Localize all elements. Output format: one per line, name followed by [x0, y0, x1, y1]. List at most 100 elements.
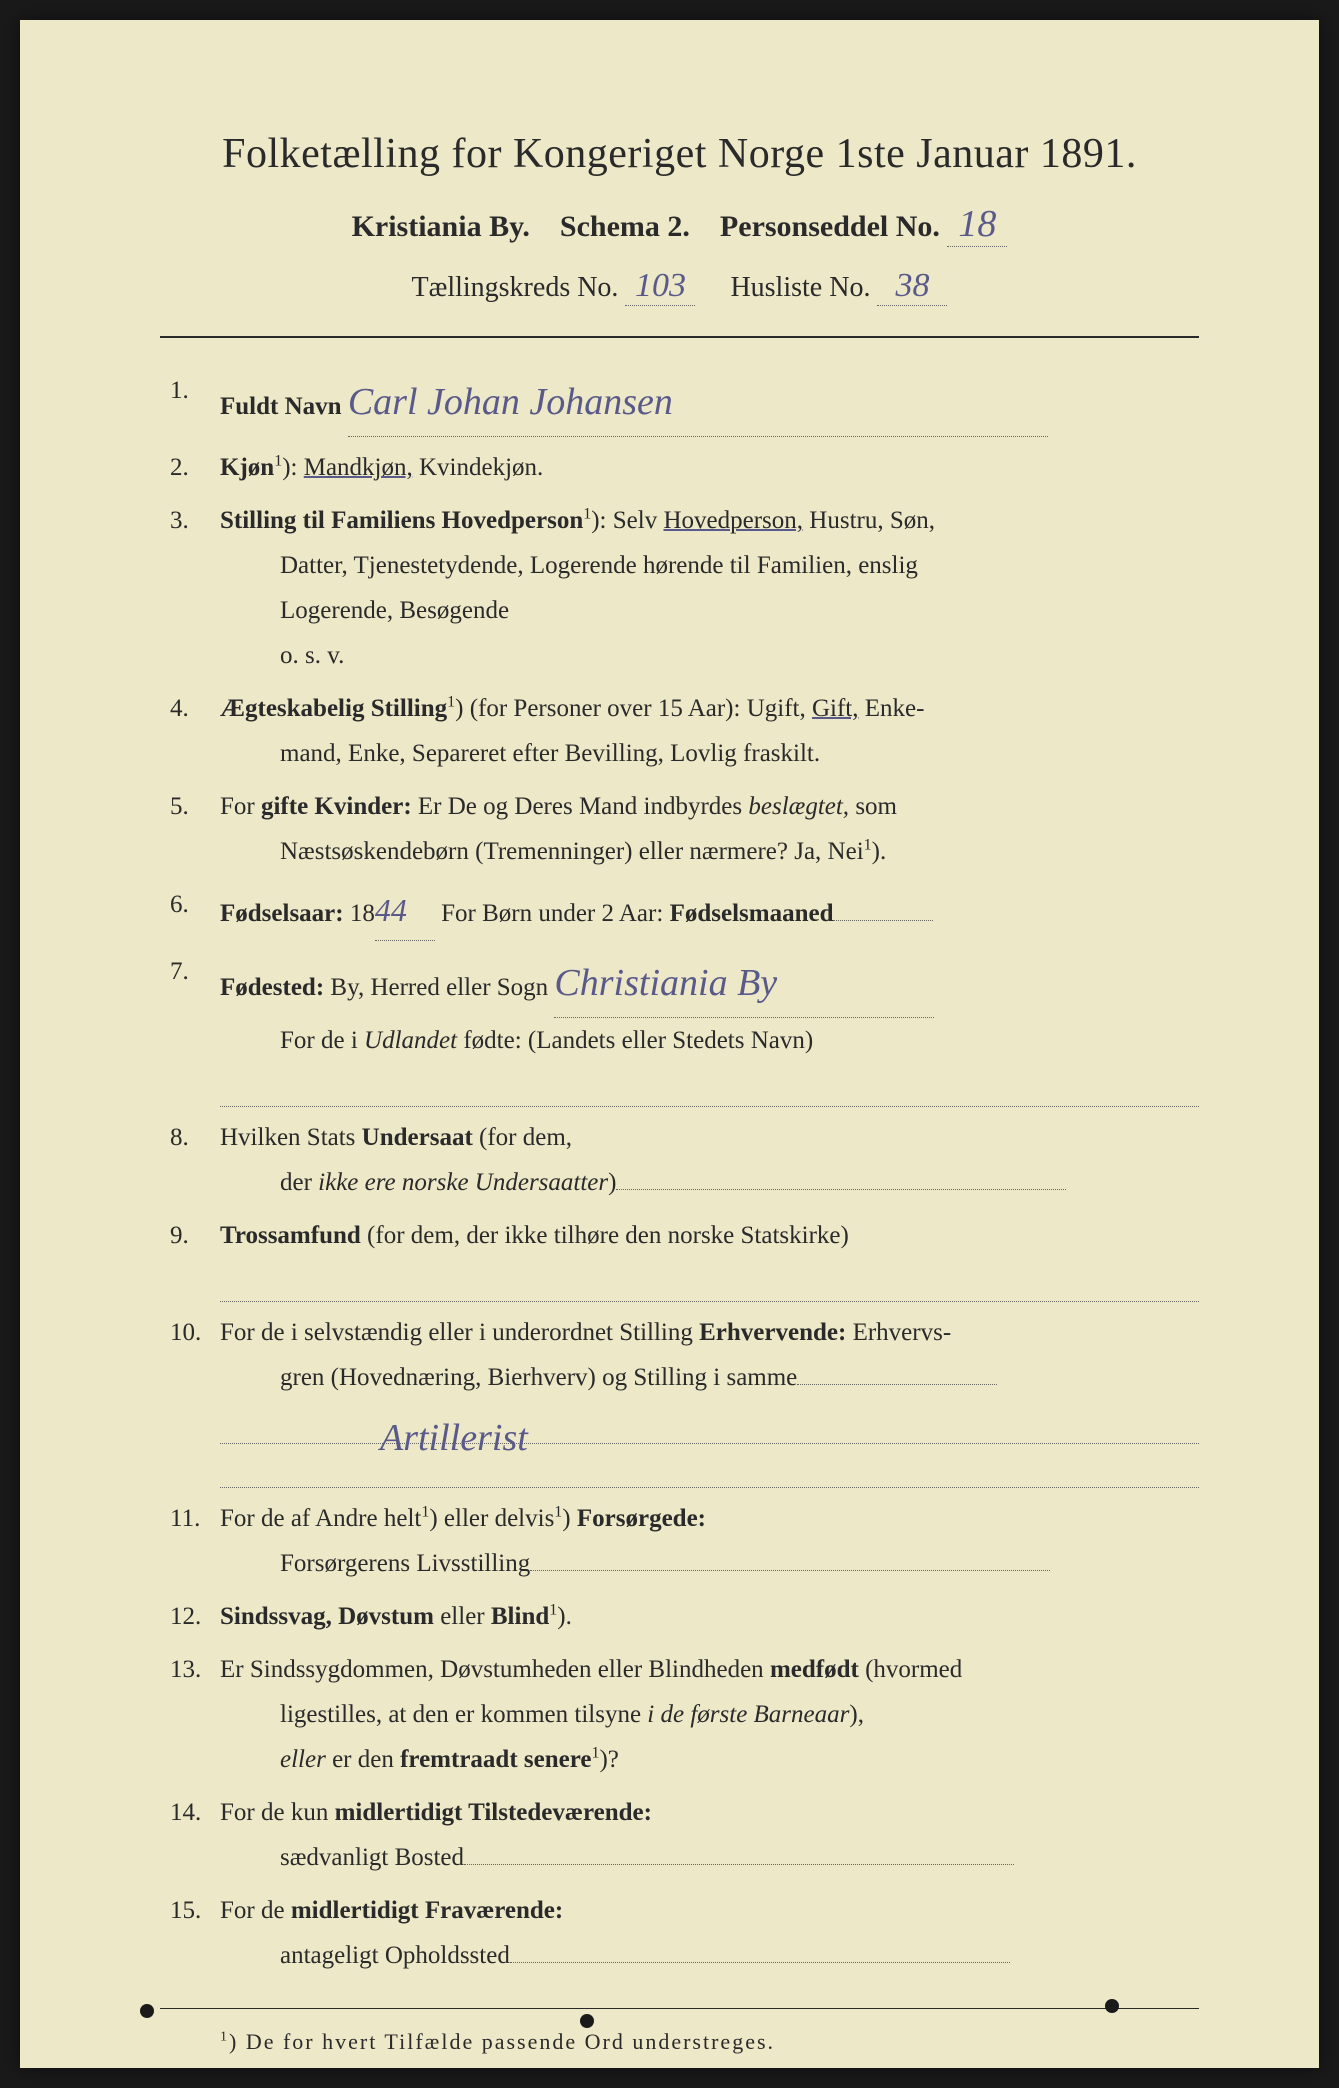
field-3-label: Stilling til Familiens Hovedperson [220, 507, 583, 534]
census-form-page: Folketælling for Kongeriget Norge 1ste J… [20, 20, 1319, 2068]
field-4-sup: 1 [447, 694, 455, 711]
field-13-l2a: ligestilles, at den er kommen tilsyne [280, 1701, 647, 1728]
ink-spot [140, 2004, 154, 2018]
field-13-num: 13. [170, 1647, 220, 1782]
form-body: 1. Fuldt Navn Carl Johan Johansen 2. Kjø… [160, 368, 1199, 1978]
field-3-l3: Logerende, Besøgende [220, 588, 1199, 633]
field-10: 10. For de i selvstændig eller i underor… [170, 1310, 1199, 1488]
field-10-label: Erhvervende: [699, 1319, 846, 1346]
field-6-label: Fødselsaar: [220, 900, 344, 927]
field-8-l1b: (for dem, [473, 1124, 572, 1151]
field-9-blank [220, 1262, 1199, 1302]
field-6-label2: Fødselsmaaned [670, 900, 834, 927]
field-12-l1b: ). [557, 1603, 572, 1630]
field-4-selected: Gift, [812, 695, 859, 722]
field-11-label: Forsørgede: [577, 1505, 706, 1532]
field-10-l1a: For de i selvstændig eller i underordnet… [220, 1319, 699, 1346]
field-1-label: Fuldt Navn [220, 393, 342, 420]
subtitle-line: Kristiania By. Schema 2. Personseddel No… [160, 202, 1199, 247]
field-5: 5. For gifte Kvinder: Er De og Deres Man… [170, 784, 1199, 874]
field-10-value: Artillerist [280, 1404, 528, 1472]
field-8-l1a: Hvilken Stats [220, 1124, 362, 1151]
field-9-l1: (for dem, der ikke tilhøre den norske St… [361, 1222, 849, 1249]
field-13-l1b: (hvormed [859, 1656, 962, 1683]
field-2-num: 2. [170, 445, 220, 490]
field-11-l1a: For de af Andre helt [220, 1505, 421, 1532]
field-1: 1. Fuldt Navn Carl Johan Johansen [170, 368, 1199, 437]
field-4: 4. Ægteskabelig Stilling1) (for Personer… [170, 686, 1199, 776]
schema-label: Schema 2. [560, 210, 690, 243]
field-2: 2. Kjøn1): Mandkjøn, Kvindekjøn. [170, 445, 1199, 490]
field-13: 13. Er Sindssygdommen, Døvstumheden elle… [170, 1647, 1199, 1782]
field-3-selected: Hovedperson, [663, 507, 803, 534]
field-7-blank [220, 1067, 1199, 1107]
field-4-l1a: (for Personer over 15 Aar): Ugift, [463, 695, 812, 722]
field-8-l2a: der [280, 1169, 318, 1196]
field-8-l2b: ) [608, 1169, 616, 1196]
field-7-value: Christiania By [554, 949, 777, 1017]
field-6-num: 6. [170, 882, 220, 941]
field-5-num: 5. [170, 784, 220, 874]
field-13-l3c: )? [599, 1746, 618, 1773]
footnote: 1) De for hvert Tilfælde passende Ord un… [160, 2029, 1199, 2055]
kreds-label: Tællingskreds No. [412, 272, 619, 303]
field-13-label2: fremtraadt senere [400, 1746, 591, 1773]
field-9-label: Trossamfund [220, 1222, 361, 1249]
field-12-l1a: eller [434, 1603, 491, 1630]
field-13-l3a: eller [280, 1746, 326, 1773]
personseddel-label: Personseddel No. [720, 210, 940, 243]
field-15-num: 15. [170, 1888, 220, 1978]
field-4-l2: mand, Enke, Separeret efter Bevilling, L… [220, 731, 1199, 776]
field-2-rest: Kvindekjøn. [419, 454, 543, 481]
field-5-sup: 1 [864, 837, 872, 854]
field-13-l2b: ), [849, 1701, 864, 1728]
field-5-la: For [220, 793, 261, 820]
field-15-l1a: For de [220, 1897, 291, 1924]
field-10-valline: Artillerist [220, 1404, 1199, 1444]
field-5-l1: Er De og Deres Mand indbyrdes [412, 793, 749, 820]
field-7-it: Udlandet [364, 1027, 457, 1054]
field-8: 8. Hvilken Stats Undersaat (for dem, der… [170, 1115, 1199, 1205]
field-11-l2: Forsørgerens Livsstilling [280, 1550, 530, 1577]
field-11: 11. For de af Andre helt1) eller delvis1… [170, 1496, 1199, 1586]
field-5-l1b: som [849, 793, 897, 820]
city-label: Kristiania By. [352, 210, 530, 243]
field-4-l1b: Enke- [859, 695, 925, 722]
ink-spot [580, 2014, 594, 2028]
main-title: Folketælling for Kongeriget Norge 1ste J… [160, 130, 1199, 178]
third-line: Tællingskreds No. 103 Husliste No. 38 [160, 267, 1199, 306]
field-14-l2: sædvanligt Bosted [280, 1844, 464, 1871]
field-2-label: Kjøn [220, 454, 274, 481]
field-7: 7. Fødested: By, Herred eller Sogn Chris… [170, 949, 1199, 1107]
kreds-value: 103 [625, 267, 695, 306]
field-11-num: 11. [170, 1496, 220, 1586]
personseddel-value: 18 [947, 202, 1007, 247]
field-6-prefix: 18 [344, 900, 375, 927]
field-3-l4: o. s. v. [220, 633, 1199, 678]
field-15-l2: antageligt Opholdssted [280, 1942, 510, 1969]
footnote-text: ) De for hvert Tilfælde passende Ord und… [229, 2029, 775, 2054]
field-6-mid: For Børn under 2 Aar: [435, 900, 670, 927]
field-8-num: 8. [170, 1115, 220, 1205]
field-14-num: 14. [170, 1790, 220, 1880]
field-3: 3. Stilling til Familiens Hovedperson1):… [170, 498, 1199, 678]
footer-divider [160, 2008, 1199, 2009]
field-10-num: 10. [170, 1310, 220, 1488]
field-15-label: midlertidigt Fraværende: [291, 1897, 563, 1924]
husliste-label: Husliste No. [730, 272, 870, 303]
field-11-l1b: ) eller delvis [429, 1505, 554, 1532]
header-divider [160, 336, 1199, 338]
field-13-it: i de første Barneaar [647, 1701, 849, 1728]
field-3-l2: Datter, Tjenestetydende, Logerende høren… [220, 543, 1199, 588]
field-3-sup: 1 [583, 506, 591, 523]
field-10-l2: gren (Hovednæring, Bierhverv) og Stillin… [280, 1364, 797, 1391]
field-7-num: 7. [170, 949, 220, 1107]
field-13-l3b: er den [326, 1746, 400, 1773]
field-7-l2b: fødte: (Landets eller Stedets Navn) [457, 1027, 813, 1054]
footnote-sup: 1 [220, 2030, 229, 2045]
field-13-l1a: Er Sindssygdommen, Døvstumheden eller Bl… [220, 1656, 770, 1683]
field-12: 12. Sindssvag, Døvstum eller Blind1). [170, 1594, 1199, 1639]
field-7-l2a: For de i [280, 1027, 364, 1054]
field-10-l1b: Erhvervs- [846, 1319, 951, 1346]
field-2-sup: 1 [274, 453, 282, 470]
